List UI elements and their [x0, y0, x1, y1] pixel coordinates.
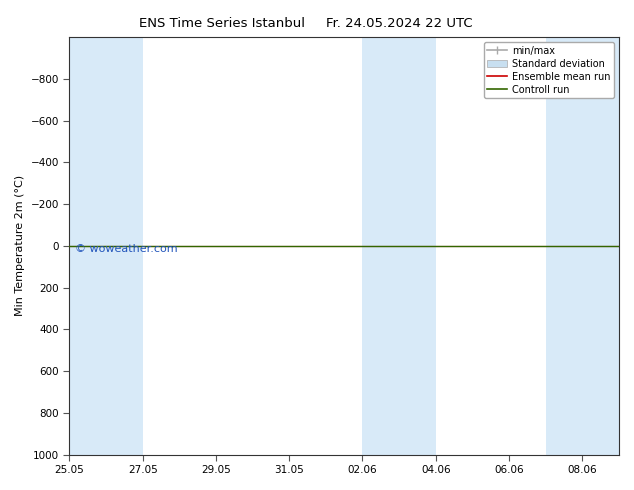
Text: Fr. 24.05.2024 22 UTC: Fr. 24.05.2024 22 UTC	[326, 17, 473, 30]
Bar	[546, 37, 619, 455]
Bar	[363, 37, 436, 455]
Y-axis label: Min Temperature 2m (°C): Min Temperature 2m (°C)	[15, 175, 25, 317]
Bar	[69, 37, 143, 455]
Legend: min/max, Standard deviation, Ensemble mean run, Controll run: min/max, Standard deviation, Ensemble me…	[484, 42, 614, 98]
Text: © woweather.com: © woweather.com	[75, 244, 178, 254]
Text: ENS Time Series Istanbul: ENS Time Series Istanbul	[139, 17, 305, 30]
